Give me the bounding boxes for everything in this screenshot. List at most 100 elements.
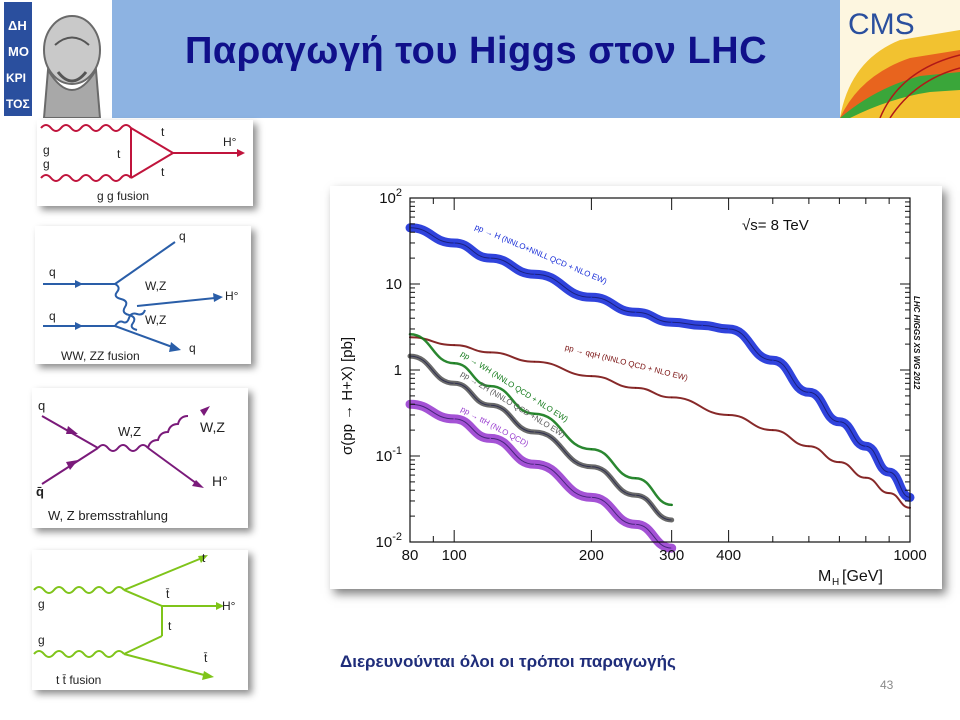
democritus-logo: ΔΗ ΜΟ ΚΡΙ ΤΟΣ (0, 0, 112, 119)
y-tick-label: 10 (385, 276, 402, 293)
slide-title: Παραγωγή του Higgs στον LHC (184, 30, 768, 72)
series-point-1 (865, 476, 867, 479)
series-point-1 (808, 445, 810, 448)
series-point-0 (865, 445, 867, 448)
y-tick-label: 102 (379, 187, 402, 207)
series-point-1 (453, 344, 455, 346)
series-point-4 (670, 547, 673, 549)
y-tick-label: 1 (394, 362, 402, 379)
series-point-3 (533, 431, 536, 433)
vbf-q-out-bottom: q (189, 341, 196, 355)
series-point-3 (453, 382, 455, 385)
y-tick-label: 10-1 (376, 445, 402, 465)
series-point-1 (489, 351, 492, 354)
energy-label: √s= 8 TeV (742, 217, 809, 234)
y-tick-exponent: -2 (392, 531, 402, 543)
logo-left-line-4: ΤΟΣ (6, 97, 30, 111)
series-point-3 (590, 465, 593, 468)
ggf-t-bottom: t (161, 165, 165, 179)
series-point-1 (533, 360, 536, 363)
ggf-diagram: g g t t t H° g g fusion (37, 120, 253, 206)
ggf-t-top: t (161, 125, 165, 139)
series-point-0 (634, 311, 637, 313)
x-axis-label: M H [GeV] (818, 568, 883, 588)
vbf-diagram: q q q q W,Z W,Z H° WW, ZZ fusion (35, 226, 251, 364)
series-point-2 (634, 477, 637, 480)
tth-tbar-bottom: t̄ (204, 651, 208, 665)
series-point-0 (670, 321, 673, 323)
series-point-4 (590, 496, 593, 499)
tth-t-top: t (202, 551, 206, 565)
x-axis-label-main: M (818, 568, 831, 585)
x-axis-label-sub: H (832, 577, 839, 588)
series-point-0 (453, 242, 455, 244)
series-point-1 (670, 396, 673, 399)
vh-boson-out: W,Z (200, 419, 225, 435)
tth-diagram: t t̄ t t̄ g g H° t t̄ fusion (32, 550, 248, 690)
series-point-3 (634, 494, 637, 497)
series-point-4 (489, 437, 492, 440)
slide-header (0, 0, 960, 118)
cms-logo-text: CMS (848, 8, 915, 41)
series-point-1 (838, 461, 841, 463)
series-line-1 (409, 336, 911, 509)
series-point-3 (670, 519, 673, 521)
tth-tbar-mid: t̄ (166, 587, 170, 601)
series-point-0 (533, 273, 536, 276)
slide-caption: Διερευνούνται όλοι οι τρόποι παραγωγής (340, 652, 676, 671)
y-tick-label: 10-2 (376, 531, 402, 551)
x-tick-label: 200 (579, 547, 604, 564)
vh-q-in: q (38, 398, 45, 413)
vbf-q-in-top: q (49, 265, 56, 279)
series-point-4 (533, 463, 536, 466)
vbf-boson-bottom: W,Z (145, 313, 166, 327)
watermark-label: LHC HIGGS XS WG 2012 (912, 296, 921, 390)
tth-t-mid: t (168, 619, 172, 633)
logo-left-line-2: ΜΟ (8, 44, 29, 59)
cross-section-chart: pp → H (NNLO+NNLL QCD + NLO EW) pp → qqH … (330, 186, 942, 589)
series-point-3 (489, 404, 492, 406)
x-tick-label: 100 (442, 547, 467, 564)
tth-caption: t t̄ fusion (56, 673, 101, 687)
series-point-2 (489, 385, 492, 387)
series-point-0 (701, 324, 703, 327)
y-tick-exponent: 2 (396, 187, 402, 199)
ggf-caption: g g fusion (97, 189, 149, 203)
x-tick-label: 1000 (893, 547, 926, 564)
y-tick-exponent: -1 (392, 445, 402, 457)
vh-boson-mid: W,Z (118, 424, 141, 439)
vh-higgs: H° (212, 473, 228, 489)
x-tick-label: 80 (402, 547, 419, 564)
series-point-0 (727, 328, 730, 330)
x-axis-label-unit: [GeV] (842, 568, 883, 585)
vh-qbar-in: q̄ (36, 484, 44, 499)
series-point-2 (590, 448, 593, 450)
cms-logo: CMS (840, 0, 960, 119)
y-axis-label: σ(pp → H+X) [pb] (339, 337, 356, 455)
vh-caption: W, Z bremsstrahlung (48, 508, 168, 523)
series-point-1 (634, 387, 637, 389)
vbf-higgs: H° (225, 289, 239, 303)
tth-higgs: H° (222, 599, 236, 613)
series-point-1 (888, 492, 890, 494)
series-point-2 (670, 504, 673, 506)
vbf-boson-top: W,Z (145, 279, 166, 293)
series-point-1 (590, 375, 593, 377)
series-point-0 (838, 420, 841, 423)
series-label-1: pp → qqH (NNLO QCD + NLO EW) (564, 343, 689, 383)
series-point-0 (489, 257, 492, 259)
vh-diagram: q q̄ W,Z W,Z H° W, Z bremsstrahlung (32, 388, 248, 528)
series-point-1 (727, 414, 730, 416)
series-point-2 (533, 412, 536, 415)
ggf-g-bottom: g (43, 157, 50, 171)
x-tick-label: 300 (659, 547, 684, 564)
series-point-0 (590, 296, 593, 299)
series-point-4 (634, 523, 637, 526)
tth-g-bottom: g (38, 633, 45, 647)
logo-left-line-3: ΚΡΙ (6, 71, 26, 85)
series-point-4 (453, 418, 455, 420)
series-point-1 (771, 429, 774, 431)
vbf-q-in-bottom: q (49, 309, 56, 323)
vbf-q-out-top: q (179, 229, 186, 243)
tth-g-top: g (38, 597, 45, 611)
